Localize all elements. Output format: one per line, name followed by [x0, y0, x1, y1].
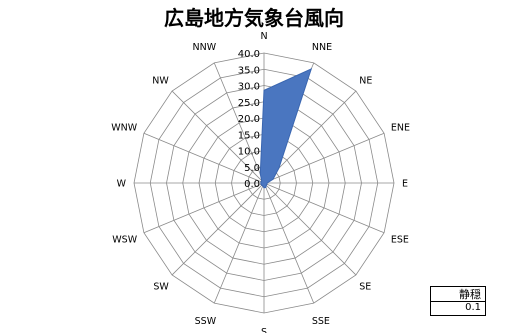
direction-label-e: E	[402, 179, 408, 190]
spoke-ese	[263, 182, 385, 234]
tick-label-0: 0.0	[244, 179, 260, 190]
tick-label-3: 15.0	[238, 130, 260, 141]
calm-box: 静穏 0.1	[430, 286, 486, 316]
spoke-se	[263, 182, 357, 276]
spoke-wsw	[143, 182, 265, 234]
direction-label-w: W	[117, 179, 127, 190]
tick-label-6: 30.0	[238, 82, 260, 93]
direction-label-sw: SW	[153, 282, 169, 293]
direction-label-ene: ENE	[391, 123, 410, 134]
series-area-0	[259, 67, 313, 189]
tick-label-1: 5.0	[244, 163, 260, 174]
spoke-ssw	[213, 182, 265, 304]
direction-label-ese: ESE	[391, 234, 409, 245]
radar-series	[259, 67, 313, 189]
direction-label-ssw: SSW	[195, 316, 217, 327]
direction-label-nnw: NNW	[193, 42, 217, 53]
spoke-sw	[171, 182, 265, 276]
direction-label-nw: NW	[152, 75, 169, 86]
tick-label-2: 10.0	[238, 147, 260, 158]
direction-label-ne: NE	[359, 75, 372, 86]
spoke-nnw	[213, 62, 265, 184]
direction-label-s: S	[261, 327, 267, 333]
calm-value: 0.1	[465, 302, 481, 313]
direction-label-n: N	[260, 31, 267, 42]
tick-label-5: 25.0	[238, 98, 260, 109]
direction-label-se: SE	[359, 282, 371, 293]
direction-labels: N NNE NE ENE E ESE SE SSE S SSW SW WSW W WNW NW NNW	[111, 31, 410, 333]
spoke-ene	[263, 132, 385, 184]
radial-axis-ticks: 0.0 5.0 10.0 15.0 20.0 25.0 30.0 35.0 40.0	[238, 49, 260, 190]
spoke-nw	[171, 90, 265, 184]
spoke-sse	[263, 182, 315, 304]
tick-label-4: 20.0	[238, 114, 260, 125]
direction-label-wsw: WSW	[112, 234, 137, 245]
chart-title: 広島地方気象台風向	[164, 6, 344, 30]
calm-divider	[431, 301, 485, 302]
direction-label-nne: NNE	[312, 42, 332, 53]
direction-label-sse: SSE	[312, 316, 330, 327]
spoke-wnw	[143, 132, 265, 184]
tick-label-7: 35.0	[238, 65, 260, 76]
tick-label-8: 40.0	[238, 49, 260, 60]
direction-label-wnw: WNW	[111, 123, 137, 134]
calm-label: 静穏	[459, 288, 481, 301]
